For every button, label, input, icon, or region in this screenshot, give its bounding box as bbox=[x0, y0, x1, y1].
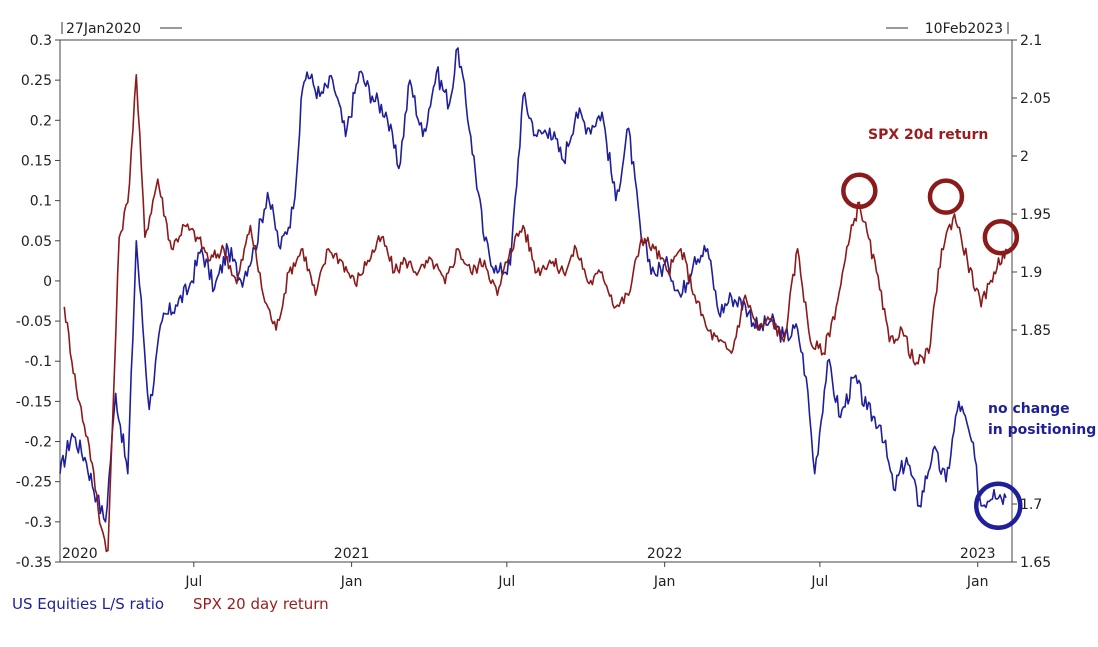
left-tick-label-5: 0.05 bbox=[21, 234, 52, 250]
x-year-label-0: 2020 bbox=[62, 546, 98, 562]
left-axis: 0.3 0.25 0.2 0.15 0.1 0.05 0 -0.05 -0.1 -0.15 -0.2… bbox=[16, 33, 60, 571]
right-tick-label-0: 2.1 bbox=[1020, 33, 1042, 49]
series-line-1 bbox=[63, 74, 1007, 553]
x-month-label-4: Jul bbox=[810, 574, 828, 590]
annotation-spx: SPX 20d return bbox=[868, 127, 988, 143]
left-tick-label-10: -0.2 bbox=[25, 435, 52, 451]
left-tick-label-6: 0 bbox=[43, 274, 52, 290]
highlight-circles bbox=[841, 172, 1023, 531]
legend-entry-ls-ratio: US Equities L/S ratio bbox=[12, 595, 164, 613]
x-month-label-2: Jul bbox=[497, 574, 515, 590]
left-tick-label-8: -0.1 bbox=[25, 354, 52, 370]
right-axis: 2.1 2.05 2 1.95 1.9 1.85 1.7 1.65 bbox=[1012, 33, 1051, 571]
right-tick-label-5: 1.85 bbox=[1020, 323, 1051, 339]
series-lines bbox=[59, 47, 1007, 553]
x-month-label-1: Jan bbox=[340, 574, 363, 590]
legend-entry-spx-return: SPX 20 day return bbox=[193, 595, 329, 613]
date-range-end: 10Feb2023 bbox=[925, 21, 1003, 37]
right-tick-label-1: 2.05 bbox=[1020, 91, 1051, 107]
left-tick-label-1: 0.25 bbox=[21, 73, 52, 89]
x-year-label-1: 2021 bbox=[334, 546, 370, 562]
left-tick-label-3: 0.15 bbox=[21, 153, 52, 169]
highlight-circle-3 bbox=[974, 481, 1023, 531]
x-month-label-5: Jan bbox=[966, 574, 989, 590]
right-tick-label-4: 1.9 bbox=[1020, 265, 1042, 281]
series-line-0 bbox=[59, 47, 1007, 523]
annotation-positioning-line2: in positioning bbox=[988, 422, 1096, 438]
x-axis: 2020 2021 2022 2023 Jul Jan Jul Jan Jul Jan bbox=[62, 546, 996, 590]
right-tick-label-3: 1.95 bbox=[1020, 207, 1051, 223]
left-tick-label-11: -0.25 bbox=[16, 475, 52, 491]
right-tick-label-7: 1.65 bbox=[1020, 555, 1051, 571]
x-month-label-0: Jul bbox=[184, 574, 202, 590]
legend: US Equities L/S ratio SPX 20 day return bbox=[12, 595, 329, 613]
left-tick-label-0: 0.3 bbox=[30, 33, 52, 49]
x-year-label-3: 2023 bbox=[960, 546, 996, 562]
plot-frame-group bbox=[59, 39, 1013, 563]
date-range-start: 27Jan2020 bbox=[66, 21, 141, 37]
highlight-circle-0 bbox=[841, 172, 878, 210]
left-tick-label-12: -0.3 bbox=[25, 515, 52, 531]
highlight-circle-2 bbox=[982, 218, 1020, 256]
left-tick-label-4: 0.1 bbox=[30, 194, 52, 210]
x-year-label-2: 2022 bbox=[647, 546, 683, 562]
left-tick-label-13: -0.35 bbox=[16, 555, 52, 571]
x-month-label-3: Jan bbox=[653, 574, 676, 590]
left-tick-label-9: -0.15 bbox=[16, 394, 52, 410]
date-range: 27Jan2020 10Feb2023 bbox=[61, 21, 1009, 37]
annotation-positioning-line1: no change bbox=[988, 401, 1070, 417]
plot-frame bbox=[59, 39, 1013, 563]
highlight-circle-1 bbox=[927, 178, 965, 215]
left-tick-label-7: -0.05 bbox=[16, 314, 52, 330]
right-tick-label-6: 1.7 bbox=[1020, 497, 1042, 513]
right-tick-label-2: 2 bbox=[1020, 149, 1029, 165]
left-tick-label-2: 0.2 bbox=[30, 113, 52, 129]
